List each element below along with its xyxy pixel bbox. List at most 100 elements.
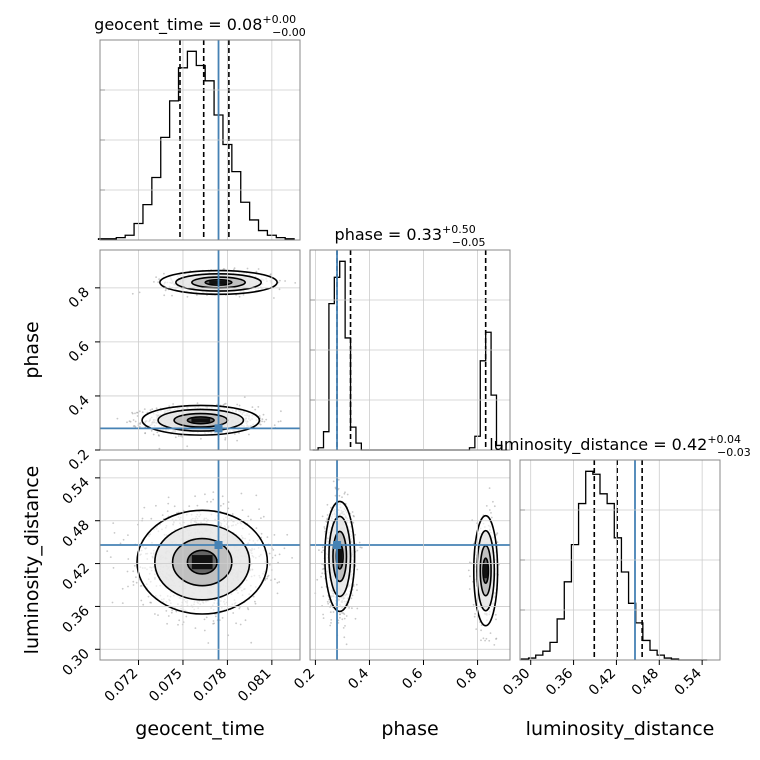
sample-point <box>196 294 198 296</box>
sample-point <box>273 297 275 299</box>
title-minus: −0.05 <box>452 236 486 249</box>
sample-point <box>352 514 355 517</box>
sample-point <box>279 279 281 282</box>
sample-point <box>254 408 257 411</box>
sample-point <box>232 612 235 614</box>
sample-point <box>332 611 335 613</box>
sample-point <box>106 550 109 552</box>
sample-point <box>330 506 332 509</box>
sample-point <box>154 613 156 615</box>
y-axis-label-phase: phase <box>21 321 43 378</box>
sample-point <box>168 405 171 408</box>
sample-point <box>238 432 240 434</box>
sample-point <box>278 288 281 291</box>
hist-grid <box>100 40 300 240</box>
title-text: phase = 0.33 <box>335 225 442 244</box>
truth-marker <box>214 424 223 433</box>
sample-point <box>498 563 500 566</box>
sample-point <box>239 623 242 626</box>
sample-point <box>258 415 261 417</box>
sample-point <box>127 585 129 588</box>
x-axis-label-luminosity-distance: luminosity_distance <box>526 718 715 740</box>
sample-point <box>320 586 323 589</box>
x-tick-label: 0.36 <box>543 665 576 698</box>
sample-point <box>157 614 159 616</box>
sample-point <box>136 415 139 417</box>
sample-point <box>133 564 136 567</box>
sample-point <box>134 425 137 428</box>
sample-point <box>495 637 498 640</box>
scatter-geocent_time-vs-phase <box>100 250 300 450</box>
sample-point <box>151 408 154 411</box>
sample-point <box>186 445 189 448</box>
truth-marker <box>214 541 223 549</box>
sample-point <box>149 409 152 411</box>
sample-point <box>128 420 131 423</box>
sample-point <box>203 629 206 632</box>
sample-point <box>488 487 491 489</box>
y-axis-label-luminosity-distance: luminosity_distance <box>21 466 43 655</box>
sample-point <box>260 517 262 519</box>
sample-point <box>321 572 324 575</box>
density-peak <box>191 555 213 570</box>
sample-point <box>164 289 167 292</box>
sample-point <box>153 281 155 283</box>
sample-point <box>210 500 212 503</box>
sample-point <box>238 607 241 610</box>
sample-point <box>329 624 332 627</box>
sample-point <box>284 280 286 282</box>
sample-point <box>165 610 168 612</box>
sample-point <box>332 480 335 483</box>
sample-point <box>492 500 494 503</box>
sample-point <box>273 424 276 427</box>
sample-point <box>352 521 355 524</box>
sample-point <box>484 639 486 642</box>
scatter-phase-vs-luminosity_distance <box>310 460 510 660</box>
sample-point <box>221 617 224 619</box>
sample-point <box>334 494 337 497</box>
title-minus: −0.00 <box>272 26 306 39</box>
title-text: luminosity_distance = 0.42 <box>489 435 707 455</box>
sample-point <box>254 600 256 603</box>
sample-point <box>274 554 277 557</box>
scatter-geocent_time-vs-luminosity_distance <box>100 460 300 660</box>
sample-point <box>150 429 153 432</box>
sample-point <box>320 575 322 578</box>
y-tick-label: 0.4 <box>66 392 93 419</box>
sample-point <box>150 601 153 604</box>
sample-point <box>177 623 179 626</box>
sample-point <box>112 567 115 569</box>
sample-point <box>321 515 324 518</box>
sample-point <box>472 542 475 545</box>
x-tick-label: 0.078 <box>191 666 231 706</box>
y-tick-label: 0.30 <box>59 646 92 679</box>
sample-point <box>127 558 130 560</box>
sample-point <box>475 628 478 630</box>
sample-point <box>138 410 141 413</box>
sample-point <box>158 278 161 280</box>
sample-point <box>109 556 112 558</box>
hist-title-phase: phase = 0.33+0.50 −0.05 <box>335 223 486 249</box>
sample-point <box>196 402 199 404</box>
x-tick-label: 0.6 <box>399 665 426 692</box>
sample-point <box>277 561 279 564</box>
density-peak <box>337 548 343 564</box>
sample-point <box>277 281 280 284</box>
sample-point <box>157 281 160 283</box>
sample-point <box>346 493 349 496</box>
sample-point <box>144 432 147 435</box>
sample-point <box>244 619 247 622</box>
sample-point <box>326 503 329 506</box>
title-plus: +0.50 <box>442 223 476 236</box>
sample-point <box>324 527 326 530</box>
sample-point <box>260 532 263 535</box>
y-tick-label: 0.2 <box>66 447 93 474</box>
title-minus: −0.03 <box>717 446 751 459</box>
sample-point <box>233 268 235 271</box>
sample-point <box>221 495 224 498</box>
sample-point <box>167 502 170 505</box>
sample-point <box>280 410 282 413</box>
sample-point <box>278 553 281 556</box>
sample-point <box>250 641 253 644</box>
